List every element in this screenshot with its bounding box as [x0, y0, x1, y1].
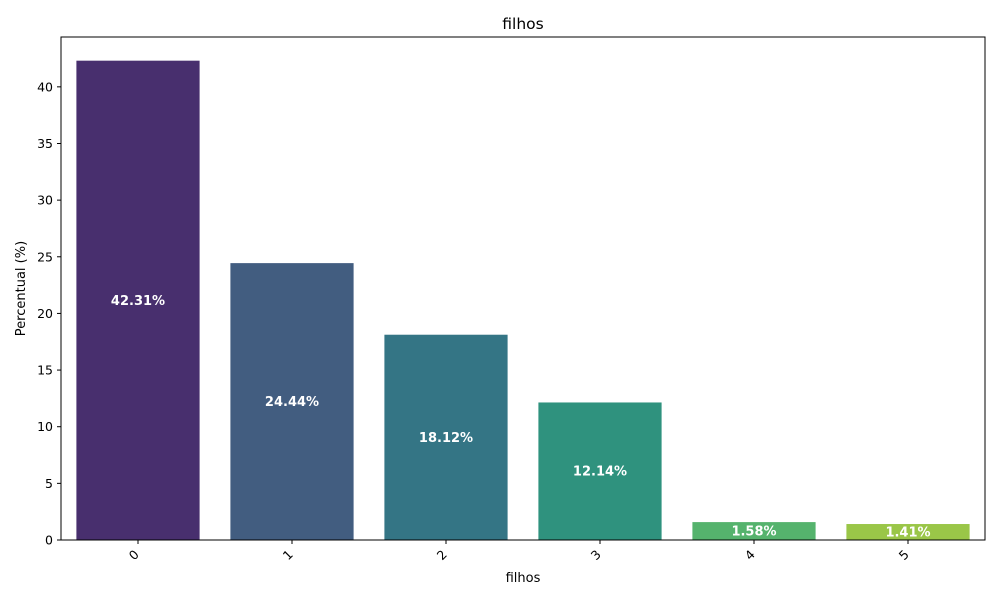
x-tick-label: 5 — [896, 547, 912, 563]
bar-value-label: 1.41% — [885, 526, 930, 541]
y-tick-label: 20 — [37, 306, 53, 321]
y-tick-label: 5 — [45, 476, 53, 491]
bar-4 — [692, 522, 816, 540]
x-tick-label: 1 — [280, 547, 296, 563]
y-tick-label: 15 — [37, 363, 53, 378]
bar-value-label: 18.12% — [419, 431, 473, 446]
bar-1 — [230, 263, 354, 540]
x-tick-label: 2 — [434, 547, 450, 563]
y-tick-label: 25 — [37, 249, 53, 264]
bar-labels-group: 42.31% 24.44% 18.12% 12.14% 1.58% 1.41% — [111, 294, 931, 541]
chart-title: filhos — [502, 15, 543, 33]
y-axis-label: Percentual (%) — [14, 241, 29, 336]
bar-value-label: 1.58% — [731, 525, 776, 540]
y-axis: 0 5 10 15 20 25 30 35 40 — [37, 79, 61, 548]
y-tick-label: 0 — [45, 533, 53, 548]
y-tick-label: 40 — [37, 79, 53, 94]
bars-group — [76, 60, 970, 541]
bar-0 — [76, 60, 200, 541]
x-tick-label: 4 — [742, 547, 758, 563]
x-tick-label: 0 — [126, 547, 142, 563]
x-axis: 0 1 2 3 4 5 — [126, 540, 912, 563]
bar-3 — [538, 402, 662, 540]
bar-value-label: 24.44% — [265, 395, 319, 410]
bar-value-label: 42.31% — [111, 294, 165, 309]
x-axis-label: filhos — [506, 571, 541, 586]
y-tick-label: 10 — [37, 419, 53, 434]
bar-value-label: 12.14% — [573, 465, 627, 480]
y-tick-label: 35 — [37, 136, 53, 151]
y-tick-label: 30 — [37, 193, 53, 208]
plot-frame — [60, 36, 986, 541]
x-tick-label: 3 — [588, 547, 604, 563]
bar-2 — [384, 334, 508, 540]
bar-5 — [846, 524, 970, 540]
